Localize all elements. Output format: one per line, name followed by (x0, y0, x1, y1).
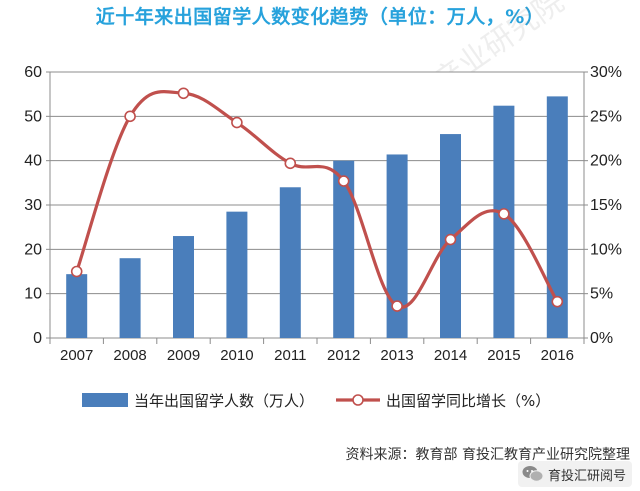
y-left-tick-label: 60 (24, 64, 42, 81)
legend: 当年出国留学人数（万人） 出国留学同比增长（%） (82, 392, 550, 410)
y-right-tick-label: 30% (590, 64, 622, 81)
x-tick-label: 2009 (167, 347, 200, 364)
y-right-tick-label: 20% (590, 153, 622, 170)
bar (66, 274, 88, 338)
x-tick-label: 2012 (327, 347, 360, 364)
legend-bar-swatch (82, 393, 128, 407)
bar (279, 187, 301, 338)
x-tick-label: 2011 (274, 347, 306, 364)
line-point (70, 265, 83, 278)
y-left-tick-label: 0 (33, 330, 42, 347)
bar (386, 154, 408, 338)
growth-line (75, 90, 559, 309)
line-point (177, 87, 190, 100)
chart-title: 近十年来出国留学人数变化趋势（单位：万人，%） (95, 6, 545, 28)
line-point (231, 116, 243, 129)
bar (333, 160, 355, 338)
y-right-tick-label: 15% (590, 197, 622, 214)
wechat-badge[interactable]: 育投汇研阅号 (517, 461, 632, 487)
line-point (124, 110, 136, 123)
line-point (498, 208, 510, 220)
line-series (70, 87, 564, 312)
x-tick-label: 2008 (113, 347, 146, 364)
axis-labels: 0 0% 10 5% 20 10% 30 15% 40 20% 50 25% 60 30% 2007 2008… (24, 64, 622, 364)
line-point (337, 175, 350, 187)
legend-label: 出国留学同比增长（%） (386, 392, 550, 410)
legend-line-marker (352, 394, 364, 406)
y-right-tick-label: 0% (590, 330, 613, 347)
line-point (284, 157, 297, 170)
y-left-tick-label: 10 (24, 286, 42, 303)
line-point (551, 295, 564, 308)
source-note: 资料来源：教育部 育投汇教育产业研究院整理 (345, 447, 630, 463)
bar (546, 96, 568, 338)
y-left-tick-label: 50 (24, 108, 42, 125)
y-left-tick-label: 30 (24, 197, 42, 214)
legend-label: 当年出国留学人数（万人） (134, 392, 314, 410)
x-tick-label: 2016 (541, 347, 574, 364)
x-tick-label: 2007 (60, 347, 93, 364)
x-tick-label: 2014 (434, 347, 467, 364)
bar (119, 258, 141, 338)
wechat-icon (522, 466, 544, 482)
y-left-tick-label: 40 (24, 153, 42, 170)
y-left-tick-label: 20 (24, 241, 42, 258)
bar (226, 211, 248, 338)
line-point (444, 233, 457, 246)
bar (173, 236, 194, 338)
bar (493, 105, 515, 339)
x-tick-label: 2013 (380, 347, 413, 364)
y-right-tick-label: 5% (590, 286, 613, 303)
x-tick-label: 2015 (487, 347, 520, 364)
y-right-tick-label: 25% (590, 108, 622, 125)
badge-label: 育投汇研阅号 (547, 468, 626, 484)
line-point (391, 300, 403, 312)
y-right-tick-label: 10% (590, 241, 622, 258)
x-tick-label: 2010 (220, 347, 253, 364)
